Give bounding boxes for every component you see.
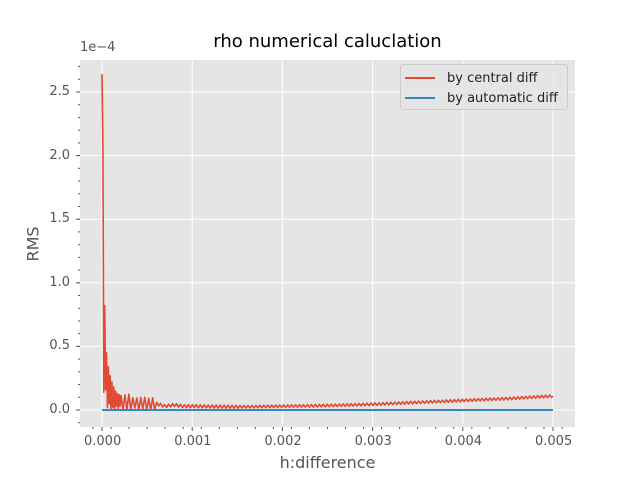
x-axis-label: h:difference bbox=[279, 453, 376, 472]
legend-line-icon bbox=[405, 97, 435, 99]
legend-item-central: by central diff bbox=[401, 68, 537, 88]
legend-line-icon bbox=[405, 77, 435, 79]
y-tick-label: 2.0 bbox=[49, 147, 70, 163]
y-axis-label: RMS bbox=[23, 226, 43, 262]
data-series bbox=[101, 74, 554, 411]
x-tick-label: 0.001 bbox=[174, 434, 212, 449]
x-tick-label: 0.002 bbox=[264, 434, 302, 449]
legend-label: by central diff bbox=[447, 70, 538, 86]
axis-ticks bbox=[76, 66, 563, 431]
x-tick-label: 0.004 bbox=[444, 434, 483, 449]
legend-item-automatic: by automatic diff bbox=[401, 88, 558, 108]
x-tick-label: 0.000 bbox=[84, 434, 122, 449]
legend: by central diff by automatic diff bbox=[400, 64, 568, 110]
y-tick-label: 1.0 bbox=[49, 274, 70, 290]
x-tick-label: 0.005 bbox=[535, 434, 573, 449]
y-offset-text: 1e−4 bbox=[80, 40, 116, 55]
y-tick-label: 0.0 bbox=[49, 402, 70, 417]
y-tick-label: 1.5 bbox=[49, 211, 70, 227]
x-tick-label: 0.003 bbox=[354, 434, 392, 449]
legend-label: by automatic diff bbox=[447, 90, 558, 106]
y-tick-label: 0.5 bbox=[49, 338, 70, 354]
y-tick-label: 2.5 bbox=[49, 84, 70, 99]
axes-background bbox=[80, 60, 575, 427]
series-central-diff bbox=[101, 74, 554, 411]
chart-title: rho numerical caluclation bbox=[213, 31, 442, 52]
grid-lines bbox=[80, 60, 575, 427]
